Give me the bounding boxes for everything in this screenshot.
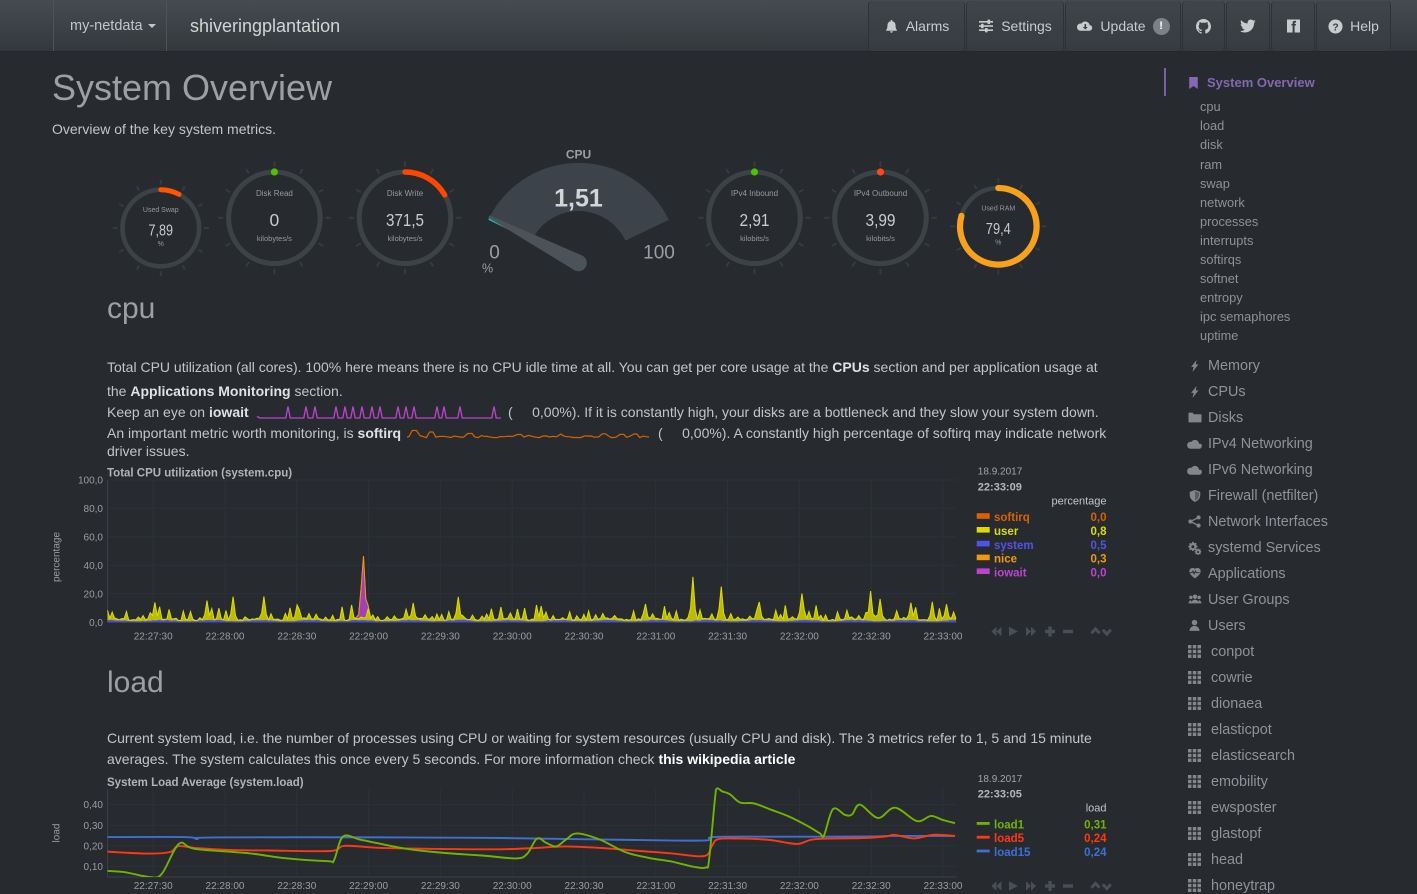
svg-text:kilobits/s: kilobits/s <box>740 234 769 243</box>
svg-text:Used Swap: Used Swap <box>143 207 179 214</box>
svg-text:%: % <box>482 262 493 276</box>
svg-text:22:32:00: 22:32:00 <box>780 632 819 643</box>
svg-text:22:32:30: 22:32:30 <box>852 881 891 892</box>
svg-text:7,89: 7,89 <box>149 223 174 240</box>
svg-text:22:33:00: 22:33:00 <box>924 632 963 643</box>
svg-text:100: 100 <box>643 243 675 264</box>
svg-text:load1: load1 <box>994 819 1025 831</box>
svg-text:load5: load5 <box>994 833 1025 845</box>
svg-text:0,0: 0,0 <box>89 618 103 629</box>
svg-text:22:30:00: 22:30:00 <box>493 632 532 643</box>
svg-text:softirq: softirq <box>994 512 1030 524</box>
svg-text:22:28:00: 22:28:00 <box>206 881 245 892</box>
svg-text:80,0: 80,0 <box>84 504 104 515</box>
svg-text:0,24: 0,24 <box>1084 847 1107 859</box>
svg-text:0,30: 0,30 <box>84 821 104 832</box>
svg-text:percentage: percentage <box>1051 496 1106 508</box>
svg-text:60,0: 60,0 <box>84 533 104 544</box>
svg-text:0: 0 <box>489 243 500 264</box>
svg-text:22:29:00: 22:29:00 <box>349 881 388 892</box>
svg-text:kilobits/s: kilobits/s <box>866 234 895 243</box>
svg-text:0,31: 0,31 <box>1084 819 1107 831</box>
svg-text:0,0: 0,0 <box>1091 567 1107 579</box>
svg-text:0,10: 0,10 <box>84 862 104 873</box>
svg-text:1,51: 1,51 <box>554 185 603 213</box>
svg-text:100,0: 100,0 <box>78 476 103 487</box>
svg-text:0,40: 0,40 <box>84 800 104 811</box>
svg-text:0,0: 0,0 <box>1091 512 1107 524</box>
svg-text:nice: nice <box>994 554 1017 566</box>
svg-text:22:33:05: 22:33:05 <box>978 789 1022 801</box>
svg-text:40,0: 40,0 <box>84 561 104 572</box>
svg-text:22:33:00: 22:33:00 <box>924 881 963 892</box>
svg-text:22:31:00: 22:31:00 <box>636 881 675 892</box>
svg-text:22:28:30: 22:28:30 <box>277 632 316 643</box>
svg-text:22:30:30: 22:30:30 <box>565 881 604 892</box>
svg-text:0: 0 <box>270 210 280 230</box>
svg-text:371,5: 371,5 <box>386 210 424 230</box>
svg-text:22:28:30: 22:28:30 <box>277 881 316 892</box>
svg-text:load: load <box>1086 803 1107 815</box>
svg-text:Disk Write: Disk Write <box>387 189 424 198</box>
svg-text:System Load Average (system.lo: System Load Average (system.load) <box>107 777 304 789</box>
svg-text:22:28:00: 22:28:00 <box>206 632 245 643</box>
svg-text:0,8: 0,8 <box>1091 526 1108 538</box>
svg-text:load: load <box>52 824 63 843</box>
svg-text:22:30:00: 22:30:00 <box>493 881 532 892</box>
svg-text:Disk Read: Disk Read <box>256 189 293 198</box>
svg-text:22:32:00: 22:32:00 <box>780 881 819 892</box>
svg-text:22:30:30: 22:30:30 <box>565 632 604 643</box>
svg-text:load15: load15 <box>994 847 1031 859</box>
svg-text:22:29:30: 22:29:30 <box>421 881 460 892</box>
svg-text:22:31:30: 22:31:30 <box>708 632 747 643</box>
svg-text:user: user <box>994 526 1019 538</box>
svg-text:3,99: 3,99 <box>866 210 896 230</box>
svg-text:kilobytes/s: kilobytes/s <box>387 234 422 243</box>
svg-text:%: % <box>158 241 164 248</box>
svg-text:22:27:30: 22:27:30 <box>134 632 173 643</box>
svg-text:IPv4 Inbound: IPv4 Inbound <box>731 189 778 198</box>
svg-text:79,4: 79,4 <box>986 221 1011 238</box>
svg-text:0,24: 0,24 <box>1084 833 1107 845</box>
svg-text:18.9.2017: 18.9.2017 <box>978 774 1023 785</box>
svg-text:system: system <box>994 540 1034 552</box>
svg-text:iowait: iowait <box>994 567 1027 579</box>
svg-text:22:31:30: 22:31:30 <box>708 881 747 892</box>
svg-text:0,5: 0,5 <box>1091 540 1108 552</box>
svg-text:0,20: 0,20 <box>84 841 104 852</box>
svg-text:percentage: percentage <box>52 532 63 582</box>
svg-text:0,3: 0,3 <box>1091 554 1107 566</box>
svg-text:20,0: 20,0 <box>84 589 104 600</box>
svg-text:18.9.2017: 18.9.2017 <box>978 467 1023 478</box>
svg-text:?: ? <box>1332 22 1338 33</box>
svg-text:CPU: CPU <box>566 148 591 162</box>
svg-text:22:27:30: 22:27:30 <box>134 881 173 892</box>
svg-text:22:32:30: 22:32:30 <box>852 632 891 643</box>
svg-text:Used RAM: Used RAM <box>981 206 1015 213</box>
svg-text:22:29:00: 22:29:00 <box>349 632 388 643</box>
svg-text:%: % <box>995 239 1001 246</box>
svg-text:22:31:00: 22:31:00 <box>636 632 675 643</box>
svg-text:2,91: 2,91 <box>740 210 770 230</box>
svg-text:kilobytes/s: kilobytes/s <box>257 234 292 243</box>
svg-text:22:33:09: 22:33:09 <box>978 482 1022 494</box>
svg-text:IPv4 Outbound: IPv4 Outbound <box>854 189 907 198</box>
svg-text:22:29:30: 22:29:30 <box>421 632 460 643</box>
svg-text:Total CPU utilization (system.: Total CPU utilization (system.cpu) <box>107 468 292 480</box>
